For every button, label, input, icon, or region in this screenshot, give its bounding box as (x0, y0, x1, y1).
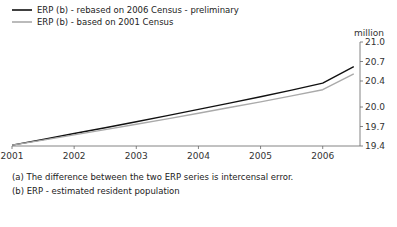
series-line (12, 67, 354, 145)
y-axis-line (360, 42, 361, 146)
footnote: (b) ERP - estimated resident population (12, 186, 180, 196)
y-tick-label: 20.4 (365, 76, 385, 86)
legend-swatch (12, 21, 32, 23)
x-axis-line (12, 146, 360, 147)
y-tick-label: 19.7 (365, 122, 385, 132)
y-tick (360, 81, 363, 82)
legend-swatch (12, 9, 32, 11)
plot-area (12, 67, 354, 145)
x-tick (322, 146, 323, 149)
x-tick-label: 2004 (187, 151, 210, 161)
x-tick (12, 146, 13, 149)
y-tick-label: 20.0 (365, 102, 385, 112)
chart: 2001 2002 2003 2004 2005 2006 19.4 19.7 20.0 20.4… (0, 0, 397, 227)
x-tick-label: 2003 (125, 151, 148, 161)
y-tick (360, 61, 363, 62)
y-tick-label: 21.0 (365, 37, 385, 47)
y-tick-label: 19.4 (365, 141, 385, 151)
y-tick-label: 20.7 (365, 57, 385, 67)
x-tick (74, 146, 75, 149)
y-axis-label: million (354, 28, 384, 38)
x-tick (198, 146, 199, 149)
legend-label: ERP (b) - rebased on 2006 Census - preli… (37, 5, 239, 15)
y-tick (360, 146, 363, 147)
footnote: (a) The difference between the two ERP s… (12, 172, 293, 182)
x-tick-label: 2002 (63, 151, 86, 161)
x-tick-label: 2005 (249, 151, 272, 161)
y-tick (360, 126, 363, 127)
legend: ERP (b) - rebased on 2006 Census - preli… (12, 5, 239, 27)
y-tick (360, 107, 363, 108)
legend-label: ERP (b) - based on 2001 Census (37, 17, 174, 27)
x-tick-label: 2006 (311, 151, 334, 161)
x-tick-label: 2001 (1, 151, 24, 161)
y-tick (360, 42, 363, 43)
series-line (12, 74, 354, 145)
x-tick (260, 146, 261, 149)
x-tick (136, 146, 137, 149)
